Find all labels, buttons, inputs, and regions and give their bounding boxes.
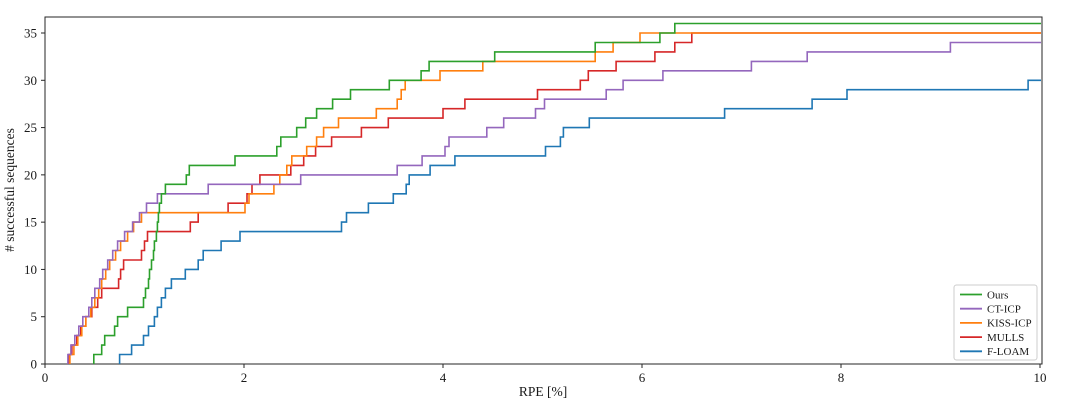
x-axis-label: RPE [%] xyxy=(519,384,567,399)
legend-label-mulls: MULLS xyxy=(987,332,1024,344)
y-tick-label: 10 xyxy=(24,262,37,277)
y-tick-label: 15 xyxy=(24,215,37,230)
series-line-kiss-icp xyxy=(69,32,1041,364)
plot-area: 0 2 4 6 8 10 0 5 10 15 20 25 30 35 xyxy=(24,16,1047,385)
legend-box xyxy=(953,284,1038,361)
legend-label-kiss-icp: KISS-ICP xyxy=(987,318,1032,330)
y-tick-label: 0 xyxy=(31,357,38,372)
y-axis-label: # successful sequences xyxy=(2,128,17,252)
x-tick-label: 2 xyxy=(241,370,248,385)
x-tick-label: 10 xyxy=(1034,370,1047,385)
x-tick-label: 0 xyxy=(42,370,49,385)
y-tick-label: 20 xyxy=(24,167,37,182)
x-tick-label: 8 xyxy=(838,370,845,385)
legend-label-ours: Ours xyxy=(987,289,1008,301)
axes-spines xyxy=(44,16,1043,365)
legend-label-f-loam: F-LOAM xyxy=(987,346,1029,358)
series-line-f-loam xyxy=(118,79,1041,364)
legend-label-ct-icp: CT-ICP xyxy=(987,304,1021,316)
y-tick-label: 25 xyxy=(24,120,37,135)
series-line-ours xyxy=(93,22,1041,364)
y-tick-label: 35 xyxy=(24,26,37,41)
legend: Ours CT-ICP KISS-ICP MULLS F-LOAM xyxy=(953,284,1038,361)
series-line-mulls xyxy=(68,32,1041,364)
y-tick-label: 5 xyxy=(31,309,38,324)
series-line-ct-icp xyxy=(67,41,1041,364)
y-tick-label: 30 xyxy=(24,73,37,88)
x-tick-label: 6 xyxy=(639,370,646,385)
x-tick-label: 4 xyxy=(440,370,447,385)
